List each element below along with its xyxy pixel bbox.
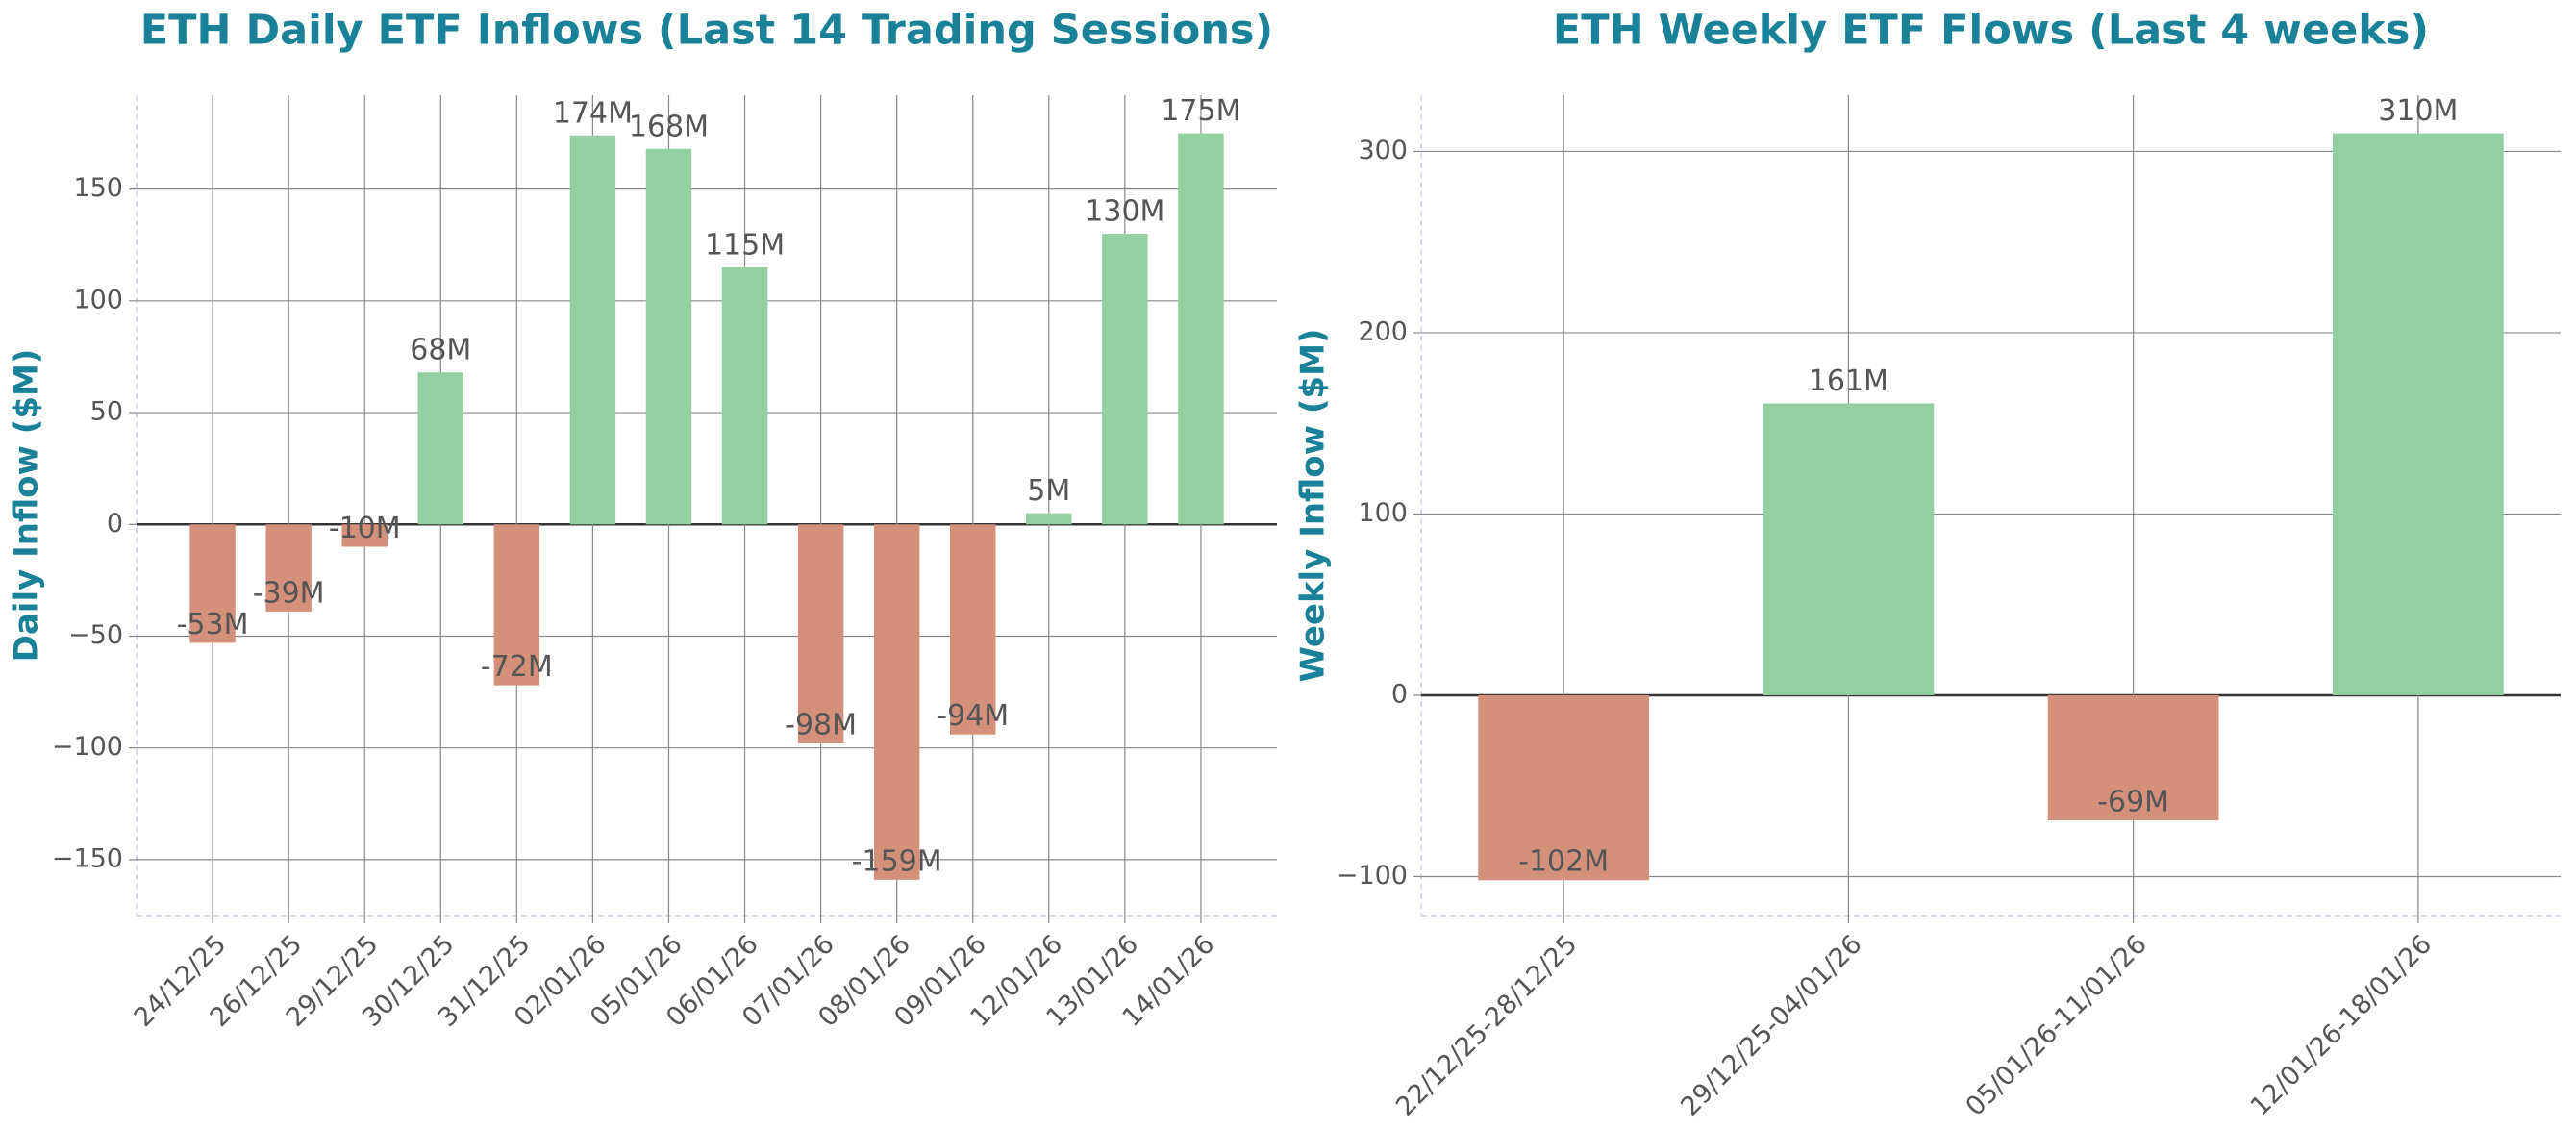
- value-label: 68M: [410, 334, 471, 367]
- bar: [721, 266, 768, 525]
- y-tick-label: 0: [1391, 679, 1408, 709]
- y-tick-label: 200: [1358, 316, 1408, 346]
- value-label: 130M: [1085, 195, 1164, 229]
- y-tick-label: 0: [107, 509, 123, 539]
- y-tick-label: −100: [52, 732, 123, 762]
- value-label: -10M: [329, 512, 401, 545]
- bar: [1102, 234, 1148, 525]
- value-label: -102M: [1518, 845, 1609, 879]
- y-tick-label: 150: [73, 173, 123, 203]
- value-label: -94M: [937, 699, 1009, 733]
- bar: [1178, 133, 1224, 525]
- bar: [265, 524, 312, 612]
- value-label: 168M: [629, 110, 709, 143]
- x-tick-label: 12/01/26-18/01/26: [2245, 929, 2438, 1121]
- x-tick-label: 22/12/25-28/12/25: [1390, 929, 1583, 1121]
- value-label: 161M: [1809, 364, 1888, 398]
- y-tick-label: −100: [1337, 861, 1408, 891]
- value-label: -98M: [785, 709, 857, 742]
- y-tick-label: 300: [1358, 136, 1408, 165]
- value-label: -69M: [2097, 786, 2169, 819]
- value-label: 5M: [1027, 474, 1070, 508]
- value-label: -159M: [852, 844, 942, 878]
- y-axis-label: Weekly Inflow ($M): [1294, 329, 1333, 683]
- bar: [189, 524, 236, 643]
- x-tick-label: 29/12/25-04/01/26: [1675, 929, 1867, 1121]
- bar: [1026, 513, 1072, 525]
- value-label: 175M: [1161, 94, 1240, 128]
- bar: [950, 524, 996, 735]
- x-tick-label: 05/01/26-11/01/26: [1961, 929, 2153, 1121]
- value-label: -39M: [253, 576, 325, 610]
- bar: [645, 148, 692, 525]
- value-label: 310M: [2378, 94, 2458, 128]
- y-tick-label: −50: [68, 620, 123, 650]
- value-label: -72M: [481, 650, 553, 684]
- value-label: -53M: [177, 608, 249, 641]
- bar: [1478, 694, 1649, 881]
- y-axis-label: Daily Inflow ($M): [8, 349, 46, 663]
- bar: [1763, 403, 1935, 695]
- y-tick-label: 100: [1358, 498, 1408, 528]
- bar: [493, 524, 540, 686]
- bar: [2333, 133, 2504, 695]
- chart-title: ETH Weekly ETF Flows (Last 4 weeks): [1553, 7, 2429, 55]
- bar: [2047, 694, 2219, 821]
- bar: [873, 524, 920, 880]
- y-tick-label: −150: [52, 843, 123, 873]
- bar: [417, 372, 463, 525]
- chart-title: ETH Daily ETF Inflows (Last 14 Trading S…: [140, 7, 1273, 55]
- bar: [797, 524, 844, 744]
- value-label: 115M: [705, 228, 785, 262]
- bar: [569, 135, 616, 525]
- y-tick-label: 50: [90, 397, 123, 427]
- bar: [341, 524, 388, 547]
- value-label: 174M: [553, 96, 633, 130]
- y-tick-label: 100: [73, 285, 123, 314]
